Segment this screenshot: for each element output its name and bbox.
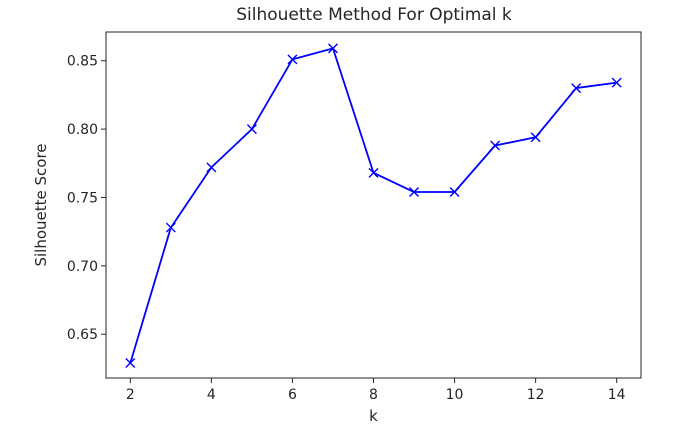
x-axis-label: k <box>369 407 378 425</box>
data-point-marker <box>409 187 420 198</box>
data-point-marker <box>206 162 217 173</box>
x-tick-label: 2 <box>126 387 135 403</box>
x-tick-label: 10 <box>446 387 464 403</box>
y-tick-label: 0.75 <box>67 190 98 206</box>
data-point-marker <box>571 83 582 94</box>
y-axis-label: Silhouette Score <box>32 143 50 266</box>
y-tick-label: 0.80 <box>67 122 98 138</box>
series-layer <box>125 43 622 368</box>
y-axis-ticks: 0.65 0.70 0.75 0.80 0.85 <box>67 54 106 343</box>
x-tick-label: 6 <box>288 387 297 403</box>
x-tick-label: 12 <box>527 387 545 403</box>
data-point-marker <box>125 357 136 368</box>
data-point-marker <box>287 54 298 65</box>
data-point-marker <box>530 132 541 143</box>
x-tick-label: 8 <box>369 387 378 403</box>
data-point-marker <box>490 140 501 151</box>
data-point-marker <box>449 187 460 198</box>
y-tick-label: 0.70 <box>67 259 98 275</box>
x-axis-ticks: 2 4 6 8 10 12 14 <box>126 378 626 403</box>
data-point-marker <box>368 167 379 178</box>
data-point-marker <box>327 43 338 54</box>
plot-frame <box>105 31 642 379</box>
data-point-marker <box>165 222 176 233</box>
series-line <box>129 47 617 364</box>
y-tick-label: 0.85 <box>67 54 98 70</box>
data-point-marker <box>611 77 622 88</box>
x-tick-label: 4 <box>207 387 216 403</box>
x-tick-label: 14 <box>608 387 626 403</box>
chart-title: Silhouette Method For Optimal k <box>236 5 512 25</box>
y-tick-label: 0.65 <box>67 327 98 343</box>
data-point-marker <box>246 124 257 135</box>
